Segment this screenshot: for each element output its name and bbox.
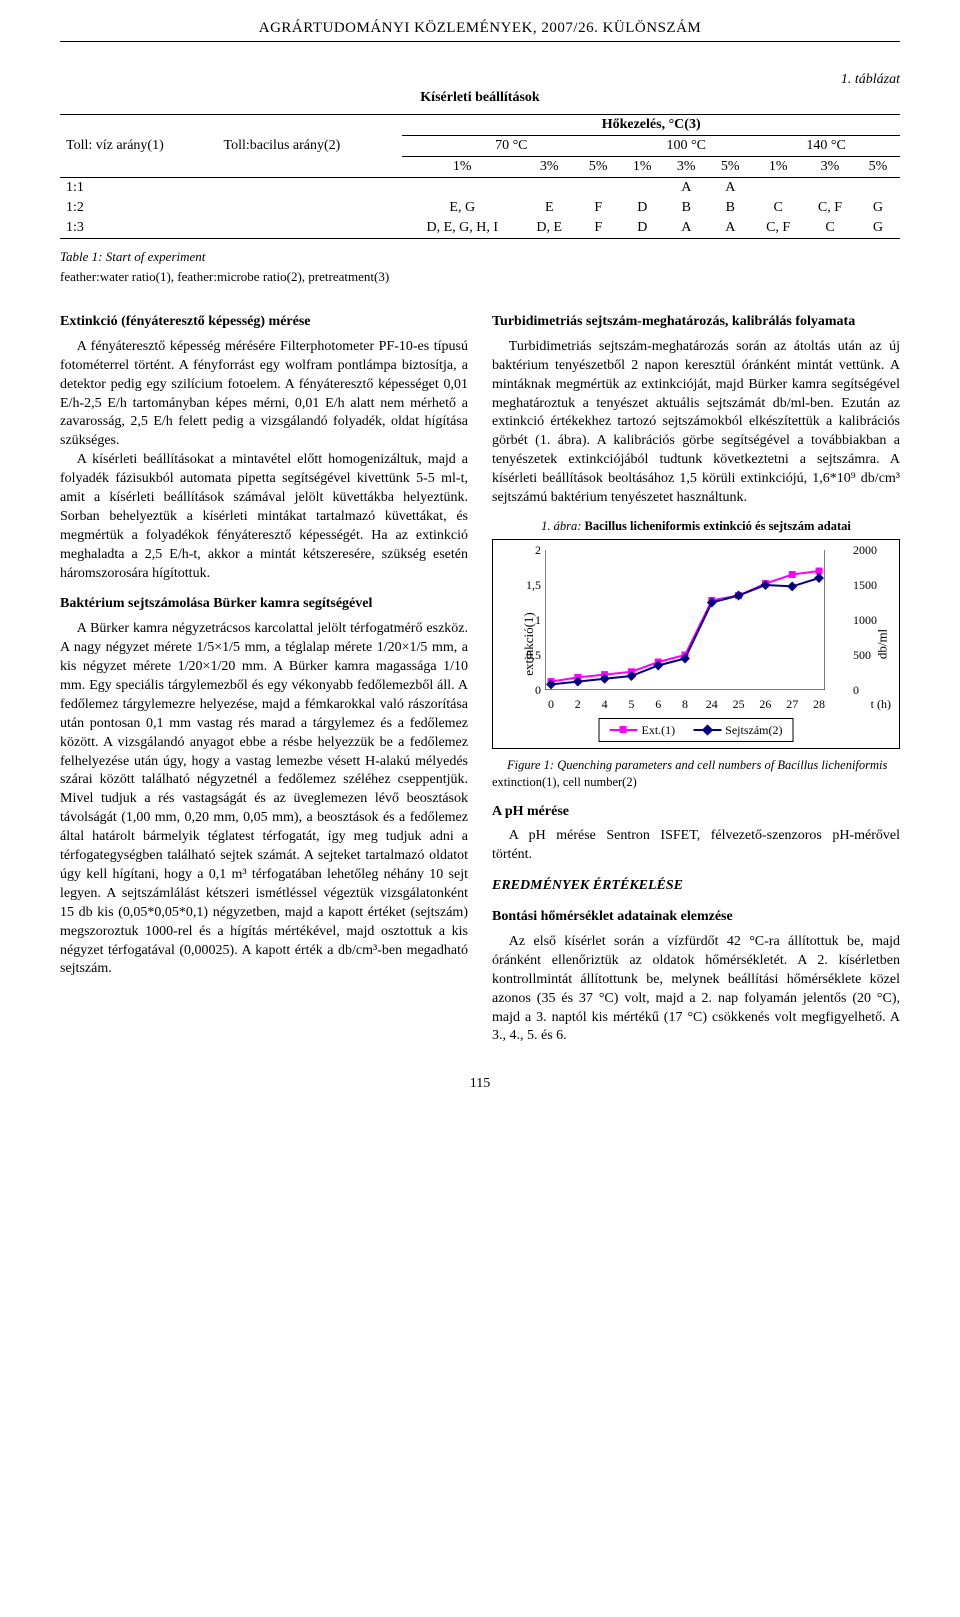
right-p2: A pH mérése Sentron ISFET, félvezető-sze… (492, 827, 900, 865)
figure-source: Figure 1: Quenching parameters and cell … (492, 757, 900, 774)
cell-1-0: E, G (402, 198, 522, 218)
temp-0: 70 °C (402, 136, 620, 157)
xtick: 4 (602, 696, 608, 712)
pct-6: 1% (752, 157, 804, 178)
cell-2-3: D (620, 218, 664, 239)
x-axis-label: t (h) (871, 696, 891, 712)
right-h2: A pH mérése (492, 803, 900, 822)
experiment-table: Toll: víz arány(1) Toll:bacilus arány(2)… (60, 114, 900, 239)
pct-7: 3% (804, 157, 856, 178)
table-title: Kísérleti beállítások (60, 90, 900, 106)
legend-item: Sejtszám(2) (693, 722, 782, 738)
fig-bold: Bacillus licheniformis extinkció és sejt… (585, 519, 851, 533)
right-h3: EREDMÉNYEK ÉRTÉKELÉSE (492, 877, 900, 896)
xtick: 27 (786, 696, 798, 712)
cell-0-2 (576, 178, 620, 199)
cell-2-4: A (664, 218, 708, 239)
y2tick: 2000 (853, 542, 883, 558)
chart-legend: Ext.(1) Sejtszám(2) (599, 718, 794, 742)
pct-1: 3% (522, 157, 576, 178)
xtick: 0 (548, 696, 554, 712)
cell-0-7 (804, 178, 856, 199)
pct-8: 5% (856, 157, 900, 178)
fig-prefix: 1. ábra: (541, 519, 584, 533)
cell-1-7: C, F (804, 198, 856, 218)
rowhead-2: Toll:bacilus arány(2) (224, 138, 341, 153)
row-label-1: 1:2 (60, 198, 402, 218)
xtick: 8 (682, 696, 688, 712)
cell-0-5: A (708, 178, 752, 199)
cell-0-0 (402, 178, 522, 199)
left-column: Extinkció (fényáteresztő képesség) mérés… (60, 301, 468, 1046)
cell-2-5: A (708, 218, 752, 239)
xtick: 5 (628, 696, 634, 712)
y1tick: 1 (523, 612, 541, 628)
xtick: 28 (813, 696, 825, 712)
cell-1-3: D (620, 198, 664, 218)
left-p1: A fényáteresztő képesség mérésére Filter… (60, 338, 468, 451)
row-label-0: 1:1 (60, 178, 402, 199)
right-h4: Bontási hőmérséklet adatainak elemzése (492, 908, 900, 927)
right-h1: Turbidimetriás sejtszám-meghatározás, ka… (492, 313, 900, 332)
cell-1-5: B (708, 198, 752, 218)
cell-2-2: F (576, 218, 620, 239)
temp-1: 100 °C (620, 136, 752, 157)
xtick: 25 (733, 696, 745, 712)
figure-caption: 1. ábra: Bacillus licheniformis extinkci… (492, 518, 900, 535)
cell-2-7: C (804, 218, 856, 239)
heat-header: Hőkezelés, °C(3) (402, 115, 900, 136)
pct-5: 5% (708, 157, 752, 178)
table-number: 1. táblázat (60, 72, 900, 88)
xtick: 6 (655, 696, 661, 712)
left-h2: Baktérium sejtszámolása Bürker kamra seg… (60, 595, 468, 614)
cell-1-6: C (752, 198, 804, 218)
y2tick: 1500 (853, 577, 883, 593)
legend-label: Sejtszám(2) (725, 722, 782, 738)
right-p1: Turbidimetriás sejtszám-meghatározás sor… (492, 338, 900, 508)
legend-item: Ext.(1) (610, 722, 676, 738)
cell-0-4: A (664, 178, 708, 199)
journal-header: AGRÁRTUDOMÁNYI KÖZLEMÉNYEK, 2007/26. KÜL… (60, 20, 900, 42)
xtick: 26 (759, 696, 771, 712)
right-column: Turbidimetriás sejtszám-meghatározás, ka… (492, 301, 900, 1046)
pct-0: 1% (402, 157, 522, 178)
y2tick: 0 (853, 682, 883, 698)
cell-1-1: E (522, 198, 576, 218)
y2tick: 500 (853, 647, 883, 663)
pct-3: 1% (620, 157, 664, 178)
cell-1-8: G (856, 198, 900, 218)
cell-0-6 (752, 178, 804, 199)
left-p3: A Bürker kamra négyzetrácsos karcolattal… (60, 620, 468, 979)
y1tick: 2 (523, 542, 541, 558)
table-caption-notes: feather:water ratio(1), feather:microbe … (60, 269, 900, 285)
left-p2: A kísérleti beállításokat a mintavétel e… (60, 451, 468, 583)
y1tick: 0 (523, 682, 541, 698)
xtick: 24 (706, 696, 718, 712)
cell-2-0: D, E, G, H, I (402, 218, 522, 239)
figure-1-chart: extinkció(1) db/ml t (h) Ext.(1)Sejtszám… (492, 539, 900, 749)
y1tick: 1,5 (523, 577, 541, 593)
figure-keys: extinction(1), cell number(2) (492, 774, 900, 791)
left-h1: Extinkció (fényáteresztő képesség) mérés… (60, 313, 468, 332)
xtick: 2 (575, 696, 581, 712)
page-number: 115 (60, 1076, 900, 1092)
row-label-2: 1:3 (60, 218, 402, 239)
cell-0-8 (856, 178, 900, 199)
temp-2: 140 °C (752, 136, 900, 157)
pct-4: 3% (664, 157, 708, 178)
cell-2-1: D, E (522, 218, 576, 239)
legend-label: Ext.(1) (642, 722, 676, 738)
cell-0-3 (620, 178, 664, 199)
y2tick: 1000 (853, 612, 883, 628)
cell-1-4: B (664, 198, 708, 218)
cell-2-6: C, F (752, 218, 804, 239)
y1tick: 0,5 (523, 647, 541, 663)
table-caption-en: Table 1: Start of experiment (60, 249, 900, 265)
rowhead-1: Toll: víz arány(1) (66, 138, 164, 153)
cell-0-1 (522, 178, 576, 199)
cell-2-8: G (856, 218, 900, 239)
right-p3: Az első kísérlet során a vízfürdőt 42 °C… (492, 933, 900, 1046)
cell-1-2: F (576, 198, 620, 218)
pct-2: 5% (576, 157, 620, 178)
